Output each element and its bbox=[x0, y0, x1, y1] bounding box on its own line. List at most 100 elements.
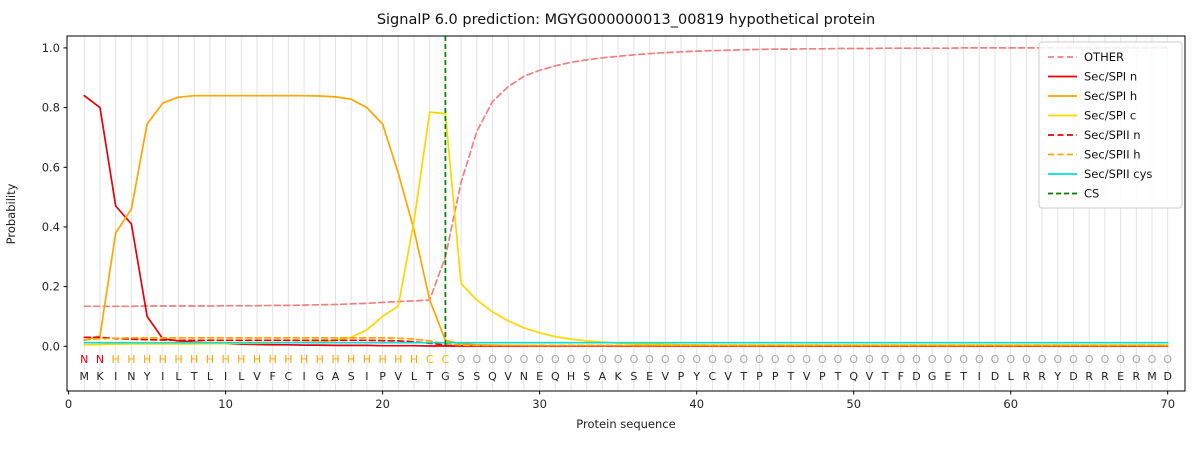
annotation-letter: H bbox=[300, 353, 308, 366]
legend-box bbox=[1038, 41, 1183, 209]
sequence-letter: P bbox=[772, 370, 779, 383]
annotation-letter: H bbox=[112, 353, 120, 366]
annotation-letter: O bbox=[520, 353, 529, 366]
plot-border bbox=[66, 35, 1186, 392]
sequence-letter: V bbox=[662, 370, 670, 383]
annotation-letter: O bbox=[928, 353, 937, 366]
annotation-letter: O bbox=[834, 353, 843, 366]
series-line-other bbox=[83, 47, 1169, 308]
y-tick-label: 0.8 bbox=[42, 101, 60, 115]
annotation-letter: O bbox=[1116, 353, 1125, 366]
sequence-letter: G bbox=[441, 370, 450, 383]
sequence-letter: M bbox=[80, 370, 90, 383]
annotation-letter: H bbox=[174, 353, 182, 366]
annotation-letter: O bbox=[1101, 353, 1110, 366]
sequence-letter: R bbox=[1101, 370, 1109, 383]
axis-ticks: 0.0 0.2 0.4 0.6 0.8 1.0 0 10 20 30 40 50 60 70 bbox=[42, 41, 1175, 411]
sequence-letter: I bbox=[224, 370, 227, 383]
annotation-letter: H bbox=[269, 353, 277, 366]
annotation-letter: H bbox=[221, 353, 229, 366]
sequence-letter: V bbox=[504, 370, 512, 383]
sequence-letter: T bbox=[881, 370, 889, 383]
sequence-letter: E bbox=[536, 370, 543, 383]
sequence-letter: N bbox=[520, 370, 528, 383]
sequence-letter: T bbox=[425, 370, 433, 383]
annotation-letter: O bbox=[630, 353, 639, 366]
sequence-letter: D bbox=[991, 370, 999, 383]
annotation-letter: O bbox=[912, 353, 921, 366]
annotation-letter: O bbox=[1163, 353, 1172, 366]
legend-label-sec-spi-h: Sec/SPI h bbox=[1084, 89, 1137, 103]
sequence-letter: V bbox=[724, 370, 732, 383]
series-line-sec-spi-n bbox=[83, 94, 1169, 347]
annotation-letter: O bbox=[802, 353, 811, 366]
sequence-letter: K bbox=[614, 370, 622, 383]
sequence-letter: N bbox=[127, 370, 135, 383]
annotation-letter: O bbox=[645, 353, 654, 366]
legend-label-sec-spii-cys: Sec/SPII cys bbox=[1084, 167, 1152, 181]
annotation-letter: H bbox=[316, 353, 324, 366]
annotation-letter: O bbox=[1148, 353, 1157, 366]
annotation-letter: H bbox=[206, 353, 214, 366]
legend-label-sec-spi-c: Sec/SPI c bbox=[1084, 109, 1136, 123]
legend-label-other: OTHER bbox=[1084, 50, 1124, 64]
annotation-letter: O bbox=[457, 353, 466, 366]
sequence-letter: V bbox=[253, 370, 261, 383]
annotation-letter: O bbox=[488, 353, 497, 366]
annotation-letter: H bbox=[253, 353, 261, 366]
annotation-letter: O bbox=[677, 353, 686, 366]
annotation-letter: O bbox=[504, 353, 513, 366]
annotation-letter: O bbox=[865, 353, 874, 366]
sequence-letter: I bbox=[365, 370, 368, 383]
sequence-letter: D bbox=[1069, 370, 1077, 383]
sequence-letter: Q bbox=[849, 370, 858, 383]
sequence-letter: P bbox=[819, 370, 826, 383]
sequence-letter: I bbox=[114, 370, 117, 383]
annotation-letter: O bbox=[535, 353, 544, 366]
sequence-letter: I bbox=[302, 370, 305, 383]
sequence-letter: T bbox=[834, 370, 842, 383]
sequence-letter: Y bbox=[1053, 370, 1061, 383]
annotation-letter: O bbox=[739, 353, 748, 366]
sequence-letter: S bbox=[348, 370, 355, 383]
annotation-letter: C bbox=[426, 353, 434, 366]
sequence-letter: G bbox=[316, 370, 325, 383]
annotation-letter: O bbox=[881, 353, 890, 366]
annotation-letter: O bbox=[708, 353, 717, 366]
annotation-letter: H bbox=[378, 353, 386, 366]
sequence-letter: P bbox=[379, 370, 386, 383]
annotation-letter: O bbox=[567, 353, 576, 366]
sequence-letter: I bbox=[978, 370, 981, 383]
legend-label-sec-spii-h: Sec/SPII h bbox=[1084, 148, 1141, 162]
y-tick-label: 0.0 bbox=[42, 339, 60, 353]
annotation-letter: O bbox=[582, 353, 591, 366]
annotation-letter: O bbox=[944, 353, 953, 366]
sequence-letter: C bbox=[285, 370, 293, 383]
annotation-letter: O bbox=[551, 353, 560, 366]
annotation-letter: H bbox=[284, 353, 292, 366]
sequence-letter: V bbox=[803, 370, 811, 383]
annotation-letter: H bbox=[190, 353, 198, 366]
annotation-letter: O bbox=[614, 353, 623, 366]
sequence-letter: Q bbox=[488, 370, 497, 383]
annotation-letter: O bbox=[991, 353, 1000, 366]
legend-label-cs: CS bbox=[1084, 187, 1099, 201]
annotation-letter: O bbox=[661, 353, 670, 366]
legend: OTHER Sec/SPI n Sec/SPI h Sec/SPI c Sec/SPII… bbox=[1038, 41, 1183, 209]
annotation-letter: O bbox=[1006, 353, 1015, 366]
annotation-letter: O bbox=[787, 353, 796, 366]
sequence-letter: L bbox=[1008, 370, 1015, 383]
sequence-letter: R bbox=[1038, 370, 1046, 383]
annotation-letter: H bbox=[410, 353, 418, 366]
sequence-letter: T bbox=[787, 370, 795, 383]
annotation-letter: O bbox=[975, 353, 984, 366]
annotation-letter: O bbox=[771, 353, 780, 366]
sequence-letter: M bbox=[1147, 370, 1157, 383]
x-axis-label: Protein sequence bbox=[576, 417, 675, 431]
annotation-letter: C bbox=[442, 353, 450, 366]
x-tick-label: 40 bbox=[689, 397, 704, 411]
sequence-letter: L bbox=[207, 370, 214, 383]
annotation-letter: H bbox=[347, 353, 355, 366]
